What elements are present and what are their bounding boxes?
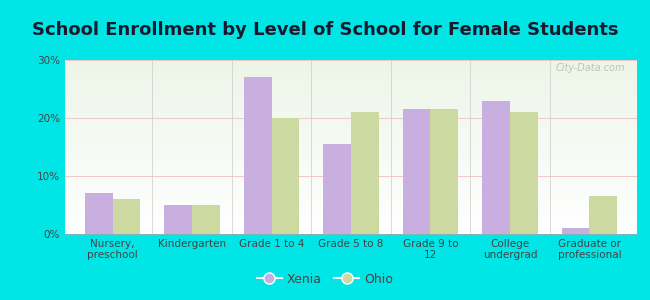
- Bar: [85, 194, 112, 234]
- Bar: [192, 205, 220, 234]
- Bar: [164, 205, 192, 234]
- Text: School Enrollment by Level of School for Female Students: School Enrollment by Level of School for…: [32, 21, 618, 39]
- Bar: [323, 144, 351, 234]
- Bar: [482, 100, 510, 234]
- Bar: [244, 77, 272, 234]
- Bar: [590, 196, 617, 234]
- Bar: [112, 199, 140, 234]
- Bar: [351, 112, 379, 234]
- Bar: [510, 112, 538, 234]
- Bar: [430, 109, 458, 234]
- Bar: [562, 228, 590, 234]
- Bar: [402, 109, 430, 234]
- Legend: Xenia, Ohio: Xenia, Ohio: [252, 268, 398, 291]
- Bar: [272, 118, 300, 234]
- Text: City-Data.com: City-Data.com: [556, 64, 625, 74]
